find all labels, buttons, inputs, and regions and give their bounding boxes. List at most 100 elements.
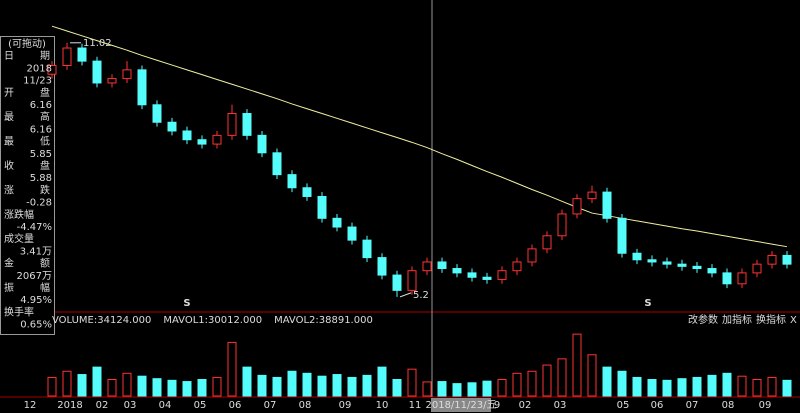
volume-bar (287, 370, 297, 397)
panel-label: 换手率 (4, 305, 34, 318)
volume-bar (557, 358, 567, 397)
panel-value: 11/23 (23, 76, 52, 87)
x-tick-label: 07 (264, 400, 277, 411)
candle-body (527, 248, 537, 263)
panel-value: 5.85 (30, 149, 52, 160)
candle-body (602, 191, 612, 219)
candle-body (407, 270, 417, 291)
volume-bar (782, 379, 792, 397)
volume-bar (527, 370, 537, 397)
candle-body (587, 191, 597, 200)
candle-body (572, 198, 582, 215)
candle-body (437, 261, 447, 270)
x-tick-label: 04 (159, 400, 172, 411)
candle-body (782, 254, 792, 265)
ma-line (51, 25, 788, 248)
volume-bar (152, 378, 162, 397)
x-tick-label: 09 (759, 400, 772, 411)
cursor-date-box (431, 398, 491, 412)
candle-body (497, 270, 507, 280)
x-tick-label: 03 (554, 400, 567, 411)
candle-body (182, 130, 192, 141)
candle-body (377, 257, 387, 276)
candle-body (62, 47, 72, 66)
panel-value: 2067万 (17, 271, 52, 282)
toolbar-button[interactable]: 改参数 (688, 313, 718, 326)
candle-body (677, 263, 687, 267)
candle-body (332, 217, 342, 228)
candle-body (242, 113, 252, 136)
volume-bar (332, 374, 342, 397)
volume-legend: VOLUME:34124.000 (52, 315, 151, 326)
candle-body (452, 268, 462, 274)
volume-bar (242, 366, 252, 397)
panel-hint: (可拖动) (8, 37, 46, 50)
volume-legend: MAVOL2:38891.000 (274, 315, 373, 326)
cursor-date: 2018/11/23/五 (425, 400, 496, 411)
candle-body (77, 47, 87, 62)
x-tick-label: 2018 (57, 400, 82, 411)
panel-value: 5.88 (30, 173, 52, 184)
volume-bar (77, 374, 87, 397)
signal-mark: S (644, 298, 651, 309)
volume-bar (767, 376, 777, 397)
candle-body (557, 213, 567, 237)
candle-body (362, 239, 372, 259)
candle-body (197, 139, 207, 145)
volume-bar (572, 333, 582, 397)
panel-value: 6.16 (30, 124, 52, 135)
annotation-label: 11.02 (83, 38, 112, 49)
candle-body (422, 261, 432, 272)
volume-bar (722, 372, 732, 397)
volume-bar (452, 383, 462, 397)
volume-bar (647, 379, 657, 397)
candle-body (152, 104, 162, 123)
volume-bar (347, 376, 357, 397)
signal-mark: S (183, 298, 190, 309)
candle-body (317, 195, 327, 219)
candle-body (737, 272, 747, 285)
volume-bar (47, 376, 57, 397)
x-tick-label: 06 (651, 400, 664, 411)
volume-bar (197, 379, 207, 397)
toolbar-button[interactable]: 加指标 (722, 313, 752, 326)
annotation-label: 5.2 (413, 290, 429, 301)
toolbar-button[interactable]: X (790, 315, 797, 326)
candle-body (392, 274, 402, 291)
volume-legend: MAVOL1:30012.000 (163, 315, 262, 326)
candle-body (662, 261, 672, 265)
info-panel[interactable] (0, 36, 55, 335)
panel-value: 2018 (27, 63, 52, 74)
panel-label: 涨跌幅 (4, 208, 34, 221)
candle-body (122, 69, 132, 80)
x-tick-label: 03 (124, 400, 137, 411)
volume-bar (737, 375, 747, 397)
volume-bar (92, 366, 102, 397)
candle-body (257, 134, 267, 154)
toolbar-button[interactable]: 换指标 (756, 313, 786, 326)
volume-bar (392, 379, 402, 397)
volume-bar (137, 375, 147, 397)
volume-bar (542, 364, 552, 397)
volume-bar (257, 374, 267, 397)
candle-body (617, 217, 627, 254)
volume-bar (422, 381, 432, 397)
candle-body (692, 265, 702, 270)
x-tick-label: 11 (409, 400, 422, 411)
candle-body (47, 64, 57, 75)
candle-body (707, 268, 717, 274)
x-tick-label: 05 (194, 400, 207, 411)
volume-bar (752, 379, 762, 397)
candle-body (482, 276, 492, 280)
candle-body (287, 174, 297, 189)
candle-body (92, 60, 102, 84)
x-tick-label: 10 (376, 400, 389, 411)
candle-body (722, 272, 732, 285)
x-tick-label: 09 (339, 400, 352, 411)
volume-bar (317, 375, 327, 397)
x-tick-label: 06 (229, 400, 242, 411)
candle-body (512, 261, 522, 272)
candle-body (107, 78, 117, 84)
